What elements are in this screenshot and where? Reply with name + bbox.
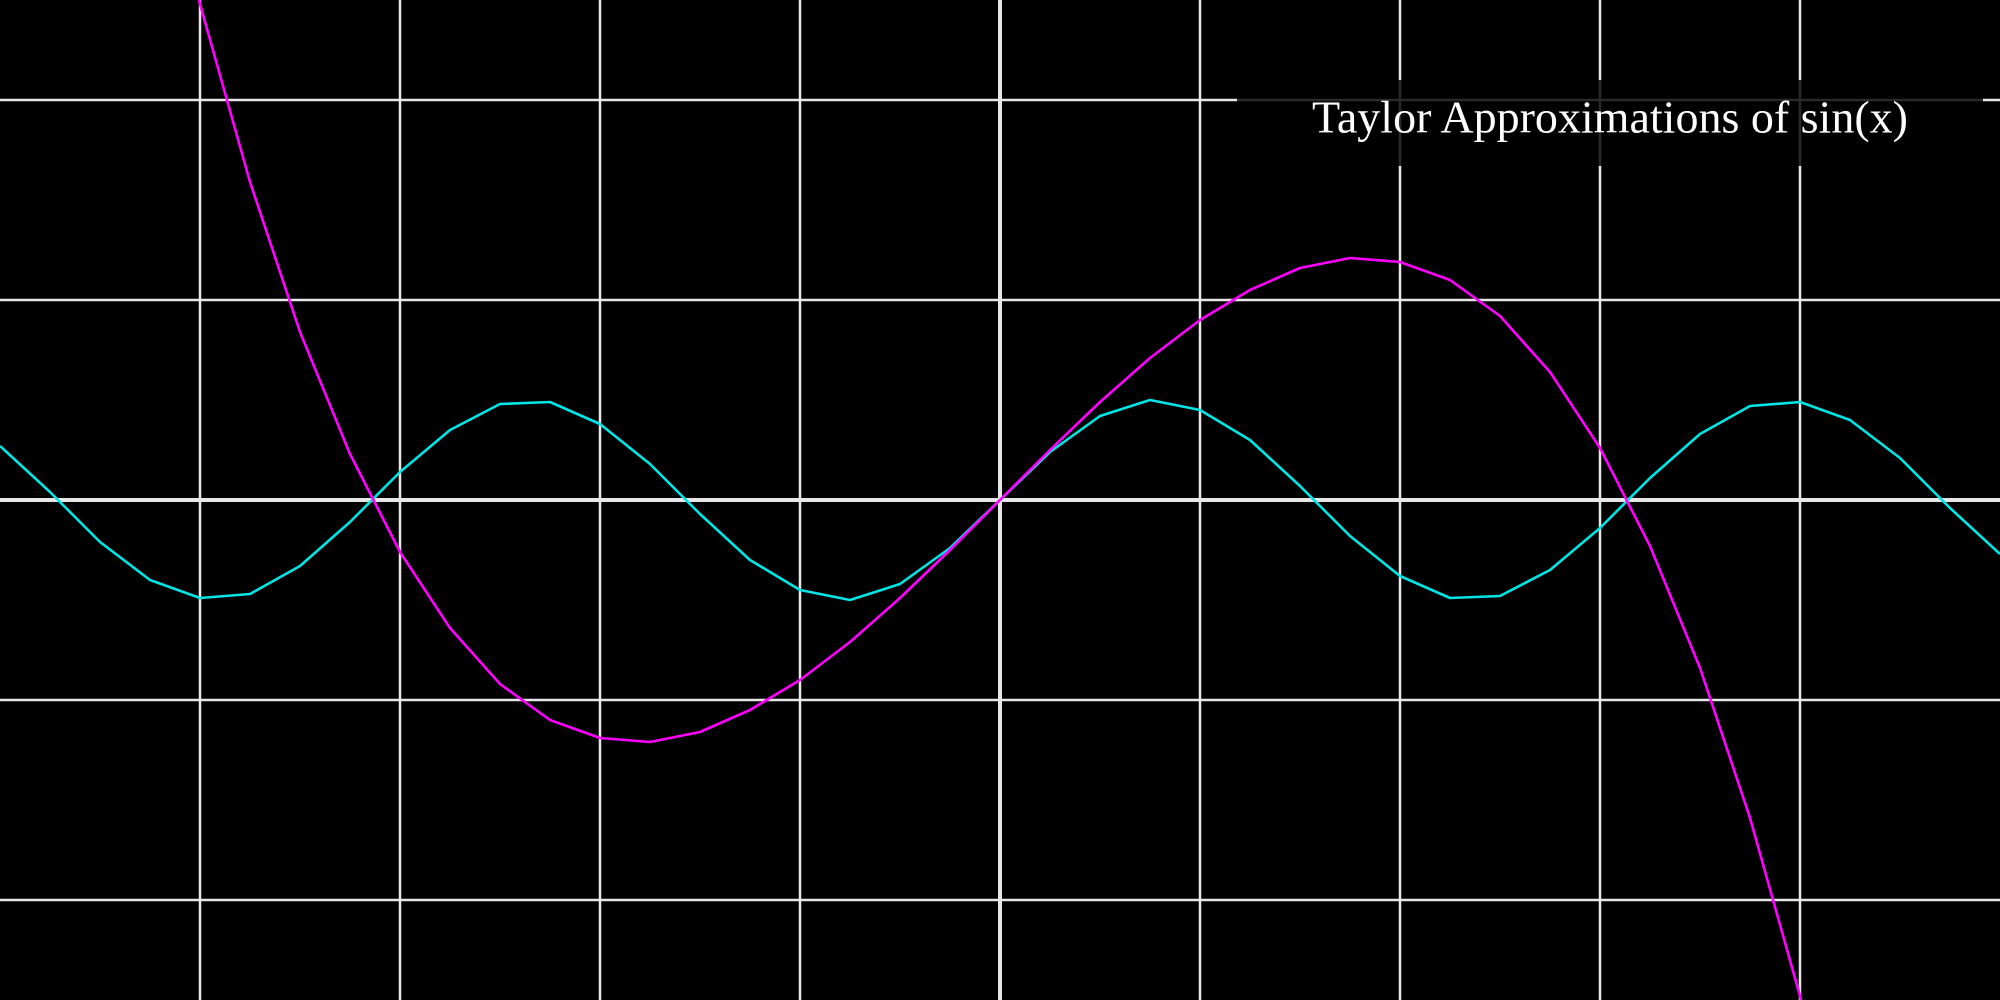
chart-title: Taylor Approximations of sin(x) bbox=[1312, 92, 1908, 143]
title-box bbox=[1237, 80, 1983, 166]
